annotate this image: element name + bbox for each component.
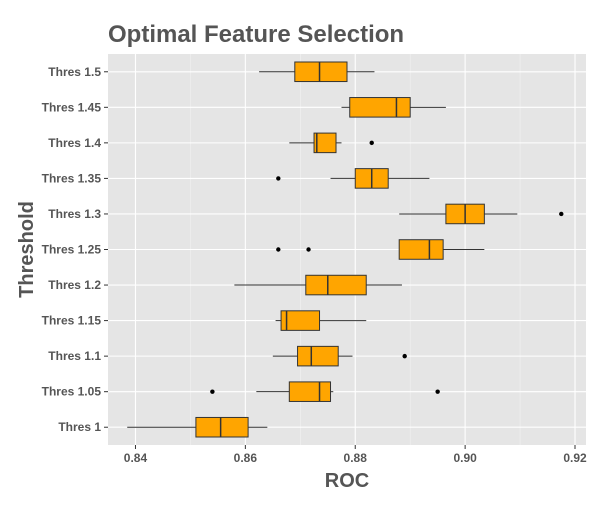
y-tick-label: Thres 1.05	[42, 385, 102, 399]
box	[195, 416, 249, 438]
x-tick-label: 0.92	[563, 451, 587, 465]
box	[294, 61, 348, 83]
outlier-point	[559, 211, 564, 217]
x-tick-label: 0.86	[234, 451, 258, 465]
y-tick-label: Thres 1.2	[48, 278, 101, 292]
y-tick-label: Thres 1.3	[48, 207, 101, 221]
boxes-layer	[127, 61, 564, 438]
y-tick-label: Thres 1.5	[48, 65, 101, 79]
boxplot-item	[272, 345, 407, 367]
outlier-point	[276, 176, 281, 181]
boxplot-item	[276, 168, 430, 189]
y-tick-label: Thres 1.4	[48, 136, 101, 150]
y-tick-label: Thres 1.15	[42, 314, 102, 328]
grid-layer	[108, 54, 586, 445]
boxplot-item	[275, 310, 367, 331]
y-tick-label: Thres 1.25	[42, 243, 102, 257]
boxplot-item	[289, 132, 374, 154]
y-axis-title: Threshold	[16, 201, 38, 298]
outlier-point	[276, 247, 281, 252]
box	[288, 381, 332, 402]
y-tick-label: Thres 1.1	[48, 349, 101, 363]
x-tick-label: 0.90	[453, 451, 477, 465]
boxplot-item	[276, 239, 485, 260]
y-tick-label: Thres 1.35	[42, 171, 102, 185]
x-tick-labels: 0.84 0.86 0.88 0.90 0.92	[124, 445, 587, 465]
outlier-point	[402, 353, 407, 359]
outlier-point	[210, 389, 215, 394]
box	[297, 345, 339, 367]
x-tick-label: 0.84	[124, 451, 148, 465]
boxplot-item	[234, 274, 402, 296]
y-tick-labels: Thres 1 Thres 1.05 Thres 1.1 Thres 1.15 Thre…	[42, 65, 108, 434]
y-tick-label: Thres 1.45	[42, 100, 102, 114]
box	[305, 274, 367, 296]
boxplot-item	[210, 381, 440, 402]
outlier-point	[435, 389, 440, 394]
x-tick-label: 0.88	[344, 451, 368, 465]
outlier-point	[369, 140, 374, 146]
x-axis-title: ROC	[325, 470, 369, 492]
boxplot-item	[259, 61, 375, 83]
y-tick-label: Thres 1	[58, 420, 101, 434]
box	[349, 97, 411, 118]
outlier-point	[306, 247, 311, 252]
box	[280, 310, 321, 331]
box	[398, 239, 444, 260]
boxplot-item	[341, 97, 446, 118]
box	[313, 132, 337, 154]
boxplot-item	[399, 203, 564, 225]
chart-title: Optimal Feature Selection	[108, 21, 404, 48]
boxplot-item	[127, 416, 268, 438]
